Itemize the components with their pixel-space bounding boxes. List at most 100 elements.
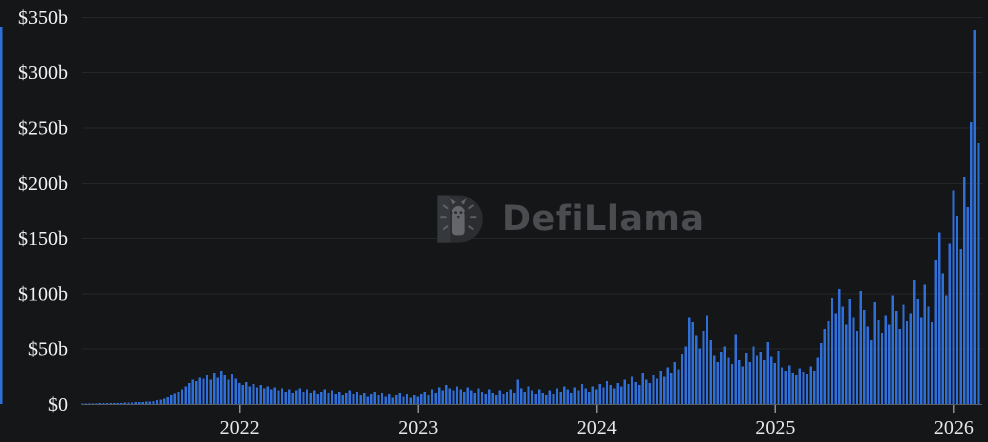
bar[interactable] xyxy=(184,386,187,404)
bar[interactable] xyxy=(455,386,459,404)
bar[interactable] xyxy=(348,390,352,404)
bar[interactable] xyxy=(745,353,748,404)
bar[interactable] xyxy=(770,356,773,404)
bar[interactable] xyxy=(241,385,244,404)
bar[interactable] xyxy=(362,392,366,404)
bar[interactable] xyxy=(262,388,266,404)
bar[interactable] xyxy=(880,333,884,404)
bar[interactable] xyxy=(580,384,584,404)
bar[interactable] xyxy=(920,317,923,404)
bar[interactable] xyxy=(923,284,927,404)
bar[interactable] xyxy=(702,330,705,404)
bar[interactable] xyxy=(323,389,327,404)
bar[interactable] xyxy=(377,395,380,404)
bar[interactable] xyxy=(509,389,512,404)
bar[interactable] xyxy=(387,394,391,404)
bar[interactable] xyxy=(916,298,919,404)
bar[interactable] xyxy=(759,352,762,404)
bar[interactable] xyxy=(212,373,216,404)
bar[interactable] xyxy=(820,343,823,404)
bar[interactable] xyxy=(545,395,548,404)
bar[interactable] xyxy=(548,390,552,404)
bar[interactable] xyxy=(673,361,677,404)
bar[interactable] xyxy=(405,394,409,404)
bar[interactable] xyxy=(137,402,141,404)
bar-series[interactable] xyxy=(0,26,980,405)
bar[interactable] xyxy=(0,94,3,404)
bar[interactable] xyxy=(491,392,494,404)
bar[interactable] xyxy=(0,317,3,404)
bar[interactable] xyxy=(734,334,737,404)
bar[interactable] xyxy=(191,379,194,404)
bar[interactable] xyxy=(195,380,198,404)
bar[interactable] xyxy=(173,393,177,404)
bar[interactable] xyxy=(530,390,534,404)
bar[interactable] xyxy=(291,392,294,404)
bar[interactable] xyxy=(366,396,369,404)
bar[interactable] xyxy=(130,402,134,404)
bar[interactable] xyxy=(884,315,887,404)
bar[interactable] xyxy=(380,392,384,404)
bar[interactable] xyxy=(912,280,916,404)
bar[interactable] xyxy=(741,366,744,404)
bar[interactable] xyxy=(566,389,569,404)
bar[interactable] xyxy=(691,322,694,404)
bar[interactable] xyxy=(577,390,580,404)
bar[interactable] xyxy=(559,391,562,404)
bar[interactable] xyxy=(802,371,805,404)
bar[interactable] xyxy=(962,177,966,404)
bar[interactable] xyxy=(116,402,119,404)
bar[interactable] xyxy=(612,388,616,404)
bar[interactable] xyxy=(605,380,609,404)
bar[interactable] xyxy=(198,377,202,404)
bar[interactable] xyxy=(773,363,777,404)
bar[interactable] xyxy=(205,375,209,404)
bar[interactable] xyxy=(555,388,559,404)
bar[interactable] xyxy=(959,249,962,404)
bar[interactable] xyxy=(109,403,112,404)
bar[interactable] xyxy=(259,385,262,404)
bar[interactable] xyxy=(680,354,684,404)
bar[interactable] xyxy=(409,397,412,404)
bar[interactable] xyxy=(337,391,341,404)
bar[interactable] xyxy=(766,342,769,404)
bar[interactable] xyxy=(370,394,373,404)
bar[interactable] xyxy=(80,403,84,405)
bar[interactable] xyxy=(123,402,127,404)
bar[interactable] xyxy=(695,335,698,404)
bar[interactable] xyxy=(927,306,930,404)
bar[interactable] xyxy=(684,346,687,404)
bar[interactable] xyxy=(948,243,952,404)
bar[interactable] xyxy=(412,395,416,404)
bar[interactable] xyxy=(430,389,434,404)
bar[interactable] xyxy=(112,403,116,404)
bar[interactable] xyxy=(977,142,980,404)
bar[interactable] xyxy=(723,346,727,404)
bar[interactable] xyxy=(777,350,780,404)
bar[interactable] xyxy=(945,295,948,404)
bar[interactable] xyxy=(595,389,598,404)
bar[interactable] xyxy=(755,355,759,404)
bar[interactable] xyxy=(270,389,273,404)
bar[interactable] xyxy=(280,388,284,404)
bar[interactable] xyxy=(787,365,791,404)
bar[interactable] xyxy=(941,273,944,404)
bar[interactable] xyxy=(395,395,398,404)
bar[interactable] xyxy=(587,391,591,404)
bar[interactable] xyxy=(498,390,502,404)
bar[interactable] xyxy=(316,394,319,404)
bar[interactable] xyxy=(420,394,423,404)
bar[interactable] xyxy=(823,328,827,404)
bar[interactable] xyxy=(630,376,634,404)
bar[interactable] xyxy=(516,379,519,404)
bar[interactable] xyxy=(120,402,123,404)
bar[interactable] xyxy=(812,370,816,404)
bar[interactable] xyxy=(505,391,509,404)
bar[interactable] xyxy=(898,328,902,404)
bar[interactable] xyxy=(320,391,323,404)
bar[interactable] xyxy=(341,395,344,404)
bar[interactable] xyxy=(870,339,873,404)
bar[interactable] xyxy=(712,355,716,404)
bar[interactable] xyxy=(841,306,844,404)
bar[interactable] xyxy=(170,395,173,404)
